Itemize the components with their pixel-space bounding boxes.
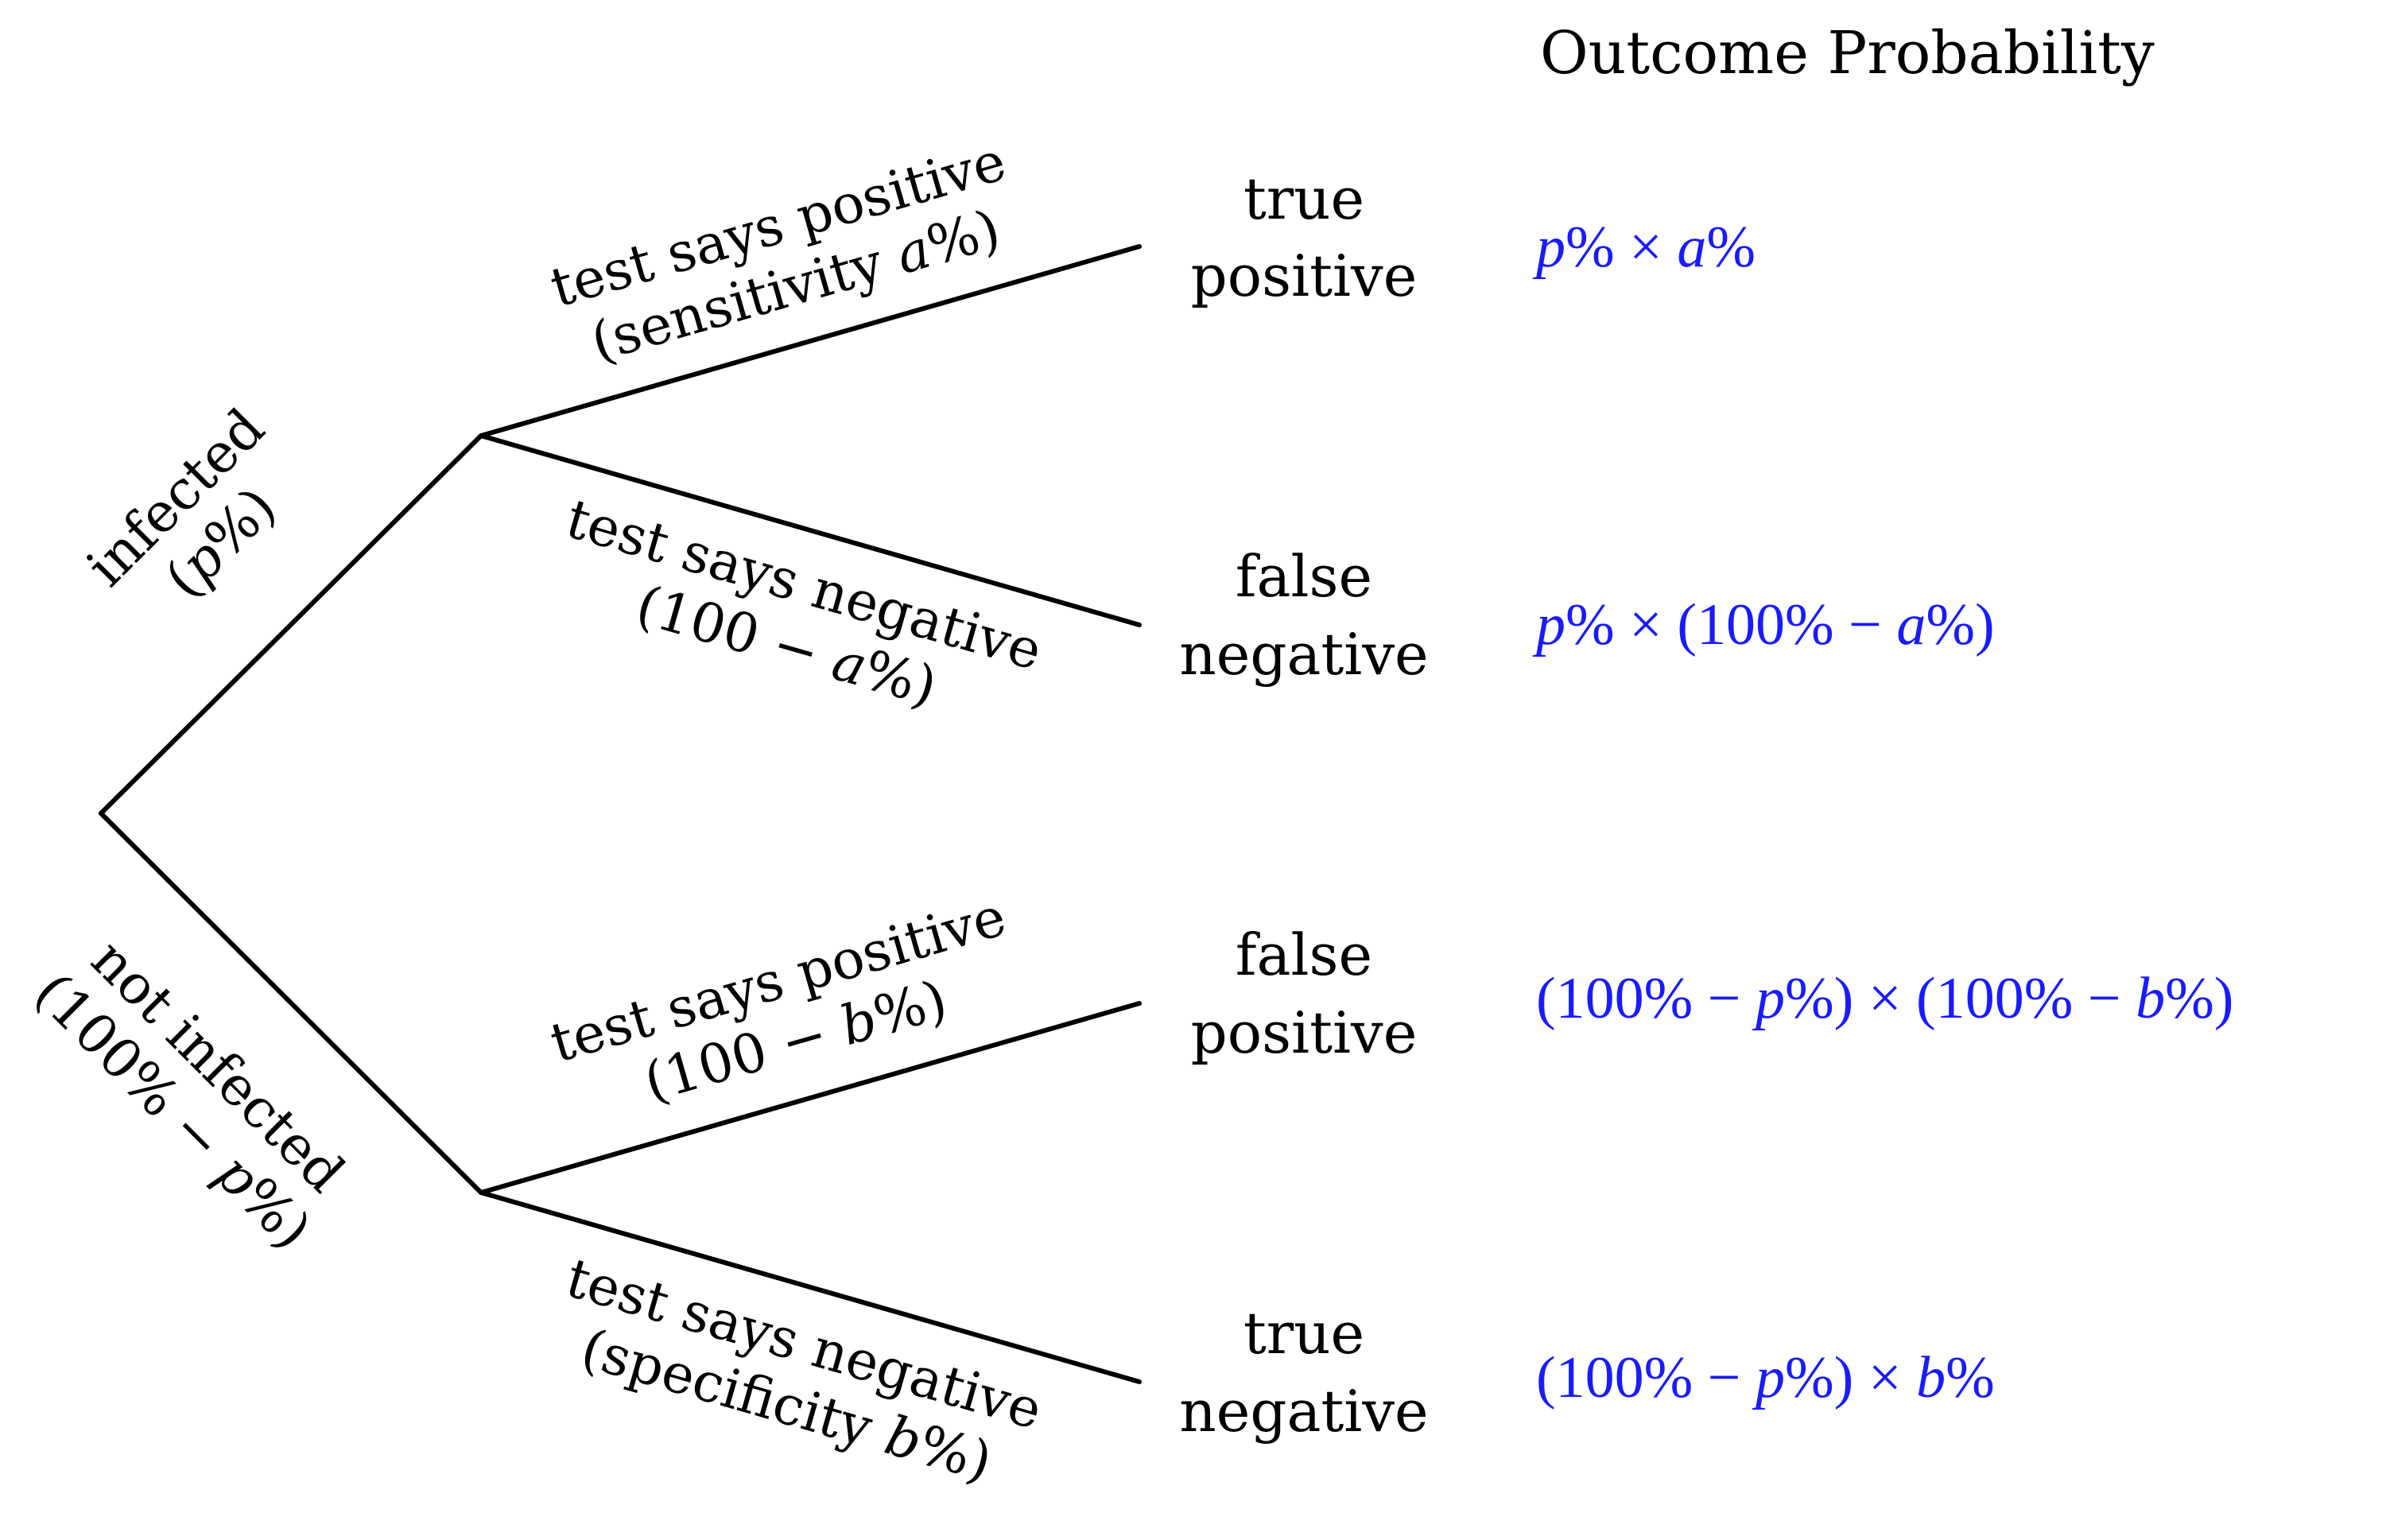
branch-label-not-infected: not infected (100% − p%) [22, 928, 356, 1262]
edge-not-infected-negative [479, 1190, 1142, 1384]
branch-label-not-infected-positive: test says positive (100 − b%) [544, 886, 1013, 1115]
outcome-line1: false [1236, 921, 1372, 988]
edge-root-infected [99, 433, 483, 816]
outcome-true-positive: true positive [1191, 165, 1418, 309]
outcome-line2: negative [1179, 621, 1428, 688]
edge-root-not-infected [99, 811, 483, 1195]
branch-label-infected: infected (p%) [75, 397, 289, 611]
outcome-probability-header: Outcome Probability [1540, 19, 2155, 87]
edge-infected-negative [479, 433, 1142, 627]
probability-true-positive: p% × a% [1532, 215, 1756, 280]
outcome-line1: false [1236, 543, 1372, 610]
outcome-false-negative: false negative [1179, 543, 1428, 688]
edge-not-infected-positive [479, 1001, 1142, 1195]
outcome-line1: true [1243, 165, 1364, 232]
edge-infected-positive [479, 244, 1142, 438]
branch-label-infected-positive: test says positive (sensitivity a%) [544, 130, 1013, 374]
outcome-line1: true [1243, 1300, 1364, 1367]
outcome-line2: positive [1191, 242, 1418, 309]
probability-true-negative: (100% − p%) × b% [1536, 1345, 1995, 1410]
probability-false-negative: p% × (100% − a%) [1532, 592, 1995, 658]
probability-false-positive: (100% − p%) × (100% − b%) [1536, 966, 2233, 1031]
outcome-false-positive: false positive [1191, 921, 1418, 1066]
outcome-true-negative: true negative [1179, 1300, 1428, 1445]
outcome-line2: positive [1191, 999, 1418, 1066]
outcome-line2: negative [1179, 1378, 1428, 1445]
branch-label-line2: (p%) [153, 475, 289, 611]
